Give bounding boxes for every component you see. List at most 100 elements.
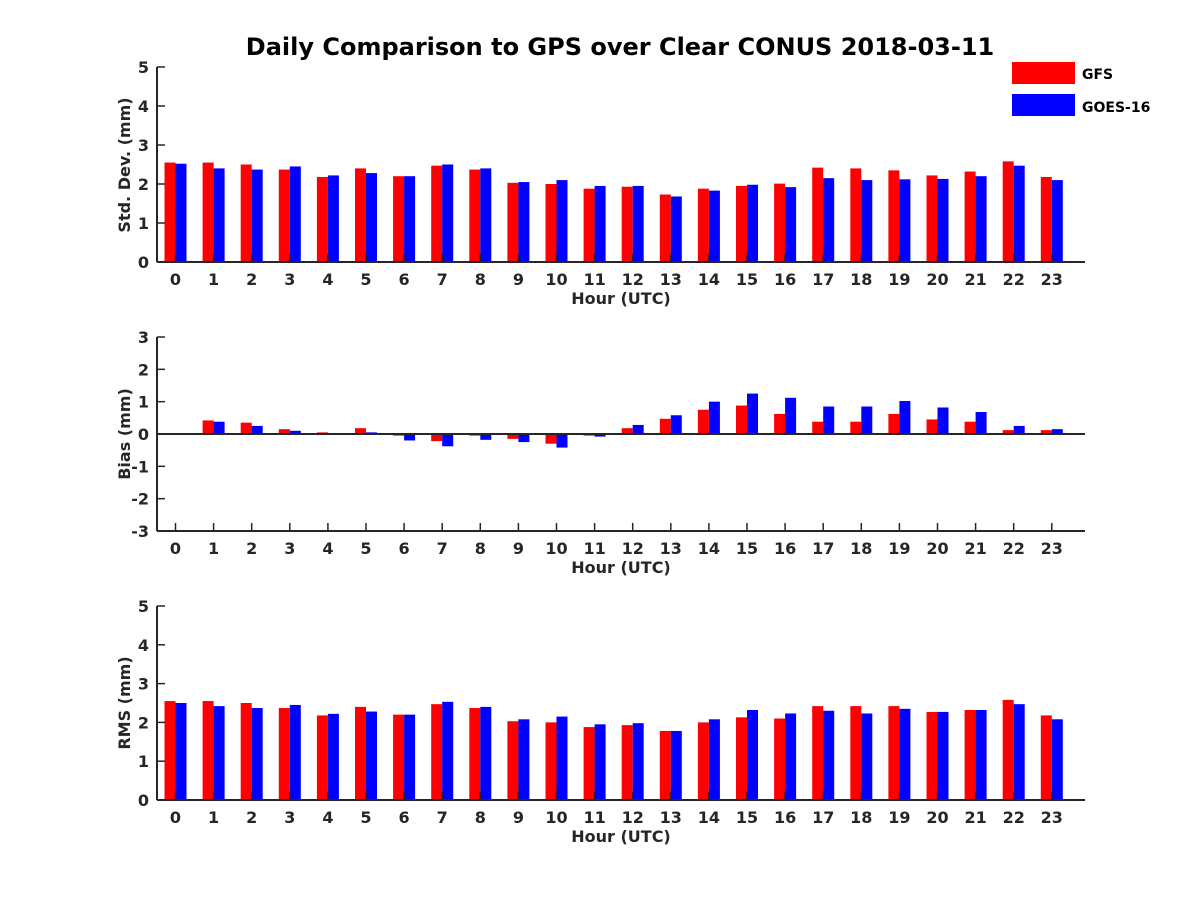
y-tick-label-rms-0: 0 <box>138 791 149 810</box>
bar-std-goes16-13 <box>670 196 682 262</box>
bar-rms-gfs-7 <box>431 704 443 800</box>
x-tick-label-std-5: 5 <box>360 270 371 289</box>
bar-rms-goes16-17 <box>823 710 835 800</box>
x-tick-label-std-2: 2 <box>246 270 257 289</box>
bar-bias-gfs-2 <box>240 422 252 434</box>
bar-rms-goes16-0 <box>175 703 187 800</box>
x-tick-label-rms-14: 14 <box>698 808 720 827</box>
y-tick-label-bias--3: -3 <box>131 522 149 541</box>
x-tick-label-std-8: 8 <box>475 270 486 289</box>
bar-std-goes16-3 <box>289 166 301 262</box>
x-tick-label-std-16: 16 <box>774 270 796 289</box>
x-tick-label-std-1: 1 <box>208 270 219 289</box>
bar-bias-gfs-5 <box>355 428 366 434</box>
bar-rms-gfs-13 <box>659 730 671 800</box>
bar-std-gfs-19 <box>888 170 900 262</box>
bar-rms-gfs-2 <box>240 703 252 800</box>
bar-bias-goes16-14 <box>708 401 720 434</box>
bar-std-gfs-22 <box>1002 161 1014 262</box>
bar-std-goes16-6 <box>404 176 416 262</box>
bar-rms-gfs-8 <box>469 708 481 800</box>
bar-bias-goes16-6 <box>404 434 416 441</box>
y-tick-label-bias-1: 1 <box>138 393 149 412</box>
bar-rms-gfs-17 <box>812 706 824 800</box>
x-tick-label-rms-1: 1 <box>208 808 219 827</box>
x-tick-label-rms-15: 15 <box>736 808 758 827</box>
x-tick-label-std-13: 13 <box>660 270 682 289</box>
x-tick-label-rms-6: 6 <box>399 808 410 827</box>
y-tick-label-bias-0: 0 <box>138 425 149 444</box>
bar-rms-goes16-13 <box>670 730 682 800</box>
bar-bias-goes16-23 <box>1051 429 1063 434</box>
bar-std-gfs-16 <box>774 183 786 262</box>
bar-std-goes16-12 <box>632 185 644 262</box>
x-tick-label-std-10: 10 <box>545 270 567 289</box>
bar-rms-gfs-16 <box>774 718 786 800</box>
x-tick-label-bias-17: 17 <box>812 539 834 558</box>
bar-rms-goes16-9 <box>518 719 530 800</box>
legend-label-goes16: GOES-16 <box>1082 100 1150 116</box>
bar-rms-goes16-12 <box>632 723 644 800</box>
x-tick-label-bias-9: 9 <box>513 539 524 558</box>
bar-std-gfs-21 <box>964 171 976 262</box>
bar-std-goes16-14 <box>708 190 720 262</box>
x-tick-label-bias-18: 18 <box>850 539 872 558</box>
bar-std-goes16-9 <box>518 182 530 262</box>
bar-bias-gfs-19 <box>888 413 900 434</box>
bar-rms-gfs-14 <box>697 722 709 800</box>
bar-rms-goes16-10 <box>556 716 568 800</box>
x-tick-label-bias-6: 6 <box>399 539 410 558</box>
bar-rms-goes16-16 <box>785 713 797 800</box>
x-tick-label-rms-12: 12 <box>622 808 644 827</box>
bar-bias-goes16-11 <box>594 434 606 437</box>
y-tick-label-rms-5: 5 <box>138 597 149 616</box>
x-tick-label-std-0: 0 <box>170 270 181 289</box>
x-tick-label-std-15: 15 <box>736 270 758 289</box>
bar-bias-gfs-9 <box>507 434 519 439</box>
x-tick-label-bias-14: 14 <box>698 539 720 558</box>
bar-rms-goes16-23 <box>1051 719 1063 800</box>
bar-rms-gfs-5 <box>355 706 366 800</box>
legend-label-gfs: GFS <box>1082 67 1113 83</box>
bar-bias-goes16-20 <box>937 407 949 434</box>
bar-std-gfs-10 <box>545 184 557 262</box>
bar-rms-goes16-18 <box>861 713 873 800</box>
y-axis-label-std: Std. Dev. (mm) <box>115 97 134 232</box>
x-tick-label-std-11: 11 <box>583 270 605 289</box>
bar-bias-gfs-15 <box>736 405 747 434</box>
bar-bias-goes16-2 <box>251 425 263 434</box>
bar-std-goes16-23 <box>1051 180 1063 262</box>
bar-bias-goes16-1 <box>213 421 225 434</box>
x-tick-label-rms-13: 13 <box>660 808 682 827</box>
bar-std-gfs-20 <box>926 175 938 262</box>
bar-rms-goes16-4 <box>327 713 339 800</box>
legend: GFS GOES-16 <box>1012 62 1150 116</box>
bar-std-goes16-11 <box>594 185 606 262</box>
bar-bias-gfs-12 <box>621 428 633 434</box>
bar-rms-gfs-19 <box>888 706 900 800</box>
x-tick-label-rms-5: 5 <box>360 808 371 827</box>
bar-rms-gfs-6 <box>393 714 405 800</box>
bar-rms-goes16-5 <box>366 711 377 800</box>
y-tick-label-std-2: 2 <box>138 175 149 194</box>
y-tick-label-bias-2: 2 <box>138 360 149 379</box>
x-tick-label-bias-22: 22 <box>1003 539 1025 558</box>
bar-rms-goes16-15 <box>747 709 758 800</box>
legend-swatch-goes16 <box>1012 94 1075 116</box>
x-tick-label-bias-16: 16 <box>774 539 796 558</box>
x-tick-label-bias-19: 19 <box>888 539 910 558</box>
x-tick-label-rms-16: 16 <box>774 808 796 827</box>
bar-rms-gfs-4 <box>316 715 328 800</box>
x-tick-label-std-20: 20 <box>926 270 948 289</box>
bar-bias-goes16-15 <box>747 393 758 434</box>
bar-std-goes16-4 <box>327 175 339 262</box>
x-tick-label-bias-21: 21 <box>964 539 986 558</box>
bar-bias-goes16-19 <box>899 401 911 434</box>
x-tick-label-std-7: 7 <box>437 270 448 289</box>
bar-std-gfs-1 <box>202 162 214 262</box>
bar-std-goes16-5 <box>366 173 377 262</box>
y-tick-label-std-0: 0 <box>138 253 149 272</box>
bar-rms-gfs-15 <box>736 717 747 800</box>
